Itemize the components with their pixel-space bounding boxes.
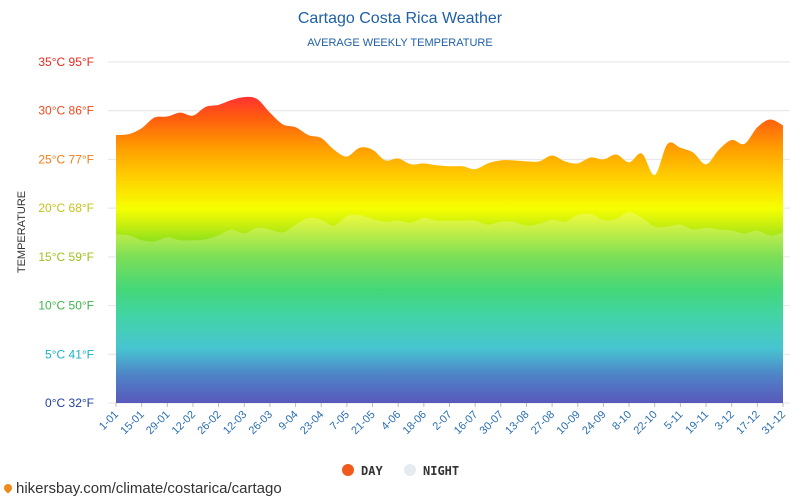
x-tick-label: 12-02 bbox=[170, 409, 198, 437]
source-text: hikersbay.com/climate/costarica/cartago bbox=[16, 480, 282, 497]
x-tick-label: 13-08 bbox=[503, 409, 531, 437]
y-axis-ticks: 0°C 32°F 5°C 41°F 10°C 50°F 15°C 59°F 20°C 6… bbox=[38, 55, 94, 410]
source-link[interactable]: hikersbay.com/climate/costarica/cartago bbox=[2, 480, 282, 497]
y-tick-label: 35°C 95°F bbox=[38, 55, 94, 69]
location-pin-icon bbox=[2, 482, 14, 494]
y-tick-label: 25°C 77°F bbox=[38, 152, 94, 166]
x-tick-label: 3-12 bbox=[713, 409, 737, 433]
x-tick-label: 17-12 bbox=[734, 409, 762, 437]
x-tick-label: 9-04 bbox=[277, 409, 301, 433]
plot-area bbox=[116, 96, 783, 403]
chart-subtitle: AVERAGE WEEKLY TEMPERATURE bbox=[307, 37, 492, 49]
x-tick-label: 5-11 bbox=[662, 409, 685, 432]
x-tick-label: 24-09 bbox=[580, 409, 608, 437]
y-tick-label: 20°C 68°F bbox=[38, 201, 94, 215]
y-tick-label: 15°C 59°F bbox=[38, 250, 94, 264]
legend-night-label: NIGHT bbox=[423, 464, 459, 478]
legend-night-marker bbox=[404, 464, 416, 476]
legend-night[interactable]: NIGHT bbox=[404, 464, 459, 478]
legend-day[interactable]: DAY bbox=[342, 464, 383, 478]
x-tick-label: 26-02 bbox=[195, 409, 223, 437]
x-tick-label: 19-11 bbox=[683, 409, 711, 437]
x-tick-label: 31-12 bbox=[760, 409, 788, 437]
day-area bbox=[116, 96, 783, 403]
y-tick-label: 5°C 41°F bbox=[45, 347, 94, 361]
x-tick-label: 12-03 bbox=[221, 409, 249, 437]
chart-title: Cartago Costa Rica Weather bbox=[298, 10, 503, 27]
y-tick-label: 10°C 50°F bbox=[38, 299, 94, 313]
x-tick-label: 16-07 bbox=[452, 409, 480, 437]
night-area bbox=[116, 212, 783, 403]
y-tick-label: 0°C 32°F bbox=[45, 396, 94, 410]
legend: DAY NIGHT bbox=[342, 464, 459, 478]
x-tick-label: 2-07 bbox=[431, 409, 455, 433]
legend-day-marker bbox=[342, 464, 354, 476]
x-tick-label: 23-04 bbox=[298, 409, 326, 437]
y-tick-label: 30°C 86°F bbox=[38, 104, 94, 118]
x-tick-label: 29-01 bbox=[144, 409, 172, 437]
legend-day-label: DAY bbox=[361, 464, 383, 478]
x-tick-label: 10-09 bbox=[555, 409, 583, 437]
x-tick-label: 15-01 bbox=[118, 409, 146, 437]
x-tick-label: 21-05 bbox=[349, 409, 377, 437]
x-tick-label: 30-07 bbox=[478, 409, 506, 437]
x-tick-label: 8-10 bbox=[610, 409, 634, 433]
x-tick-label: 4-06 bbox=[379, 409, 403, 433]
x-tick-label: 18-06 bbox=[401, 409, 429, 437]
x-tick-label: 1-01 bbox=[97, 409, 121, 433]
x-tick-label: 7-05 bbox=[328, 409, 352, 433]
x-tick-label: 22-10 bbox=[631, 409, 659, 437]
y-axis-label: TEMPERATURE bbox=[16, 191, 28, 273]
x-tick-label: 26-03 bbox=[247, 409, 275, 437]
x-tick-label: 27-08 bbox=[529, 409, 557, 437]
